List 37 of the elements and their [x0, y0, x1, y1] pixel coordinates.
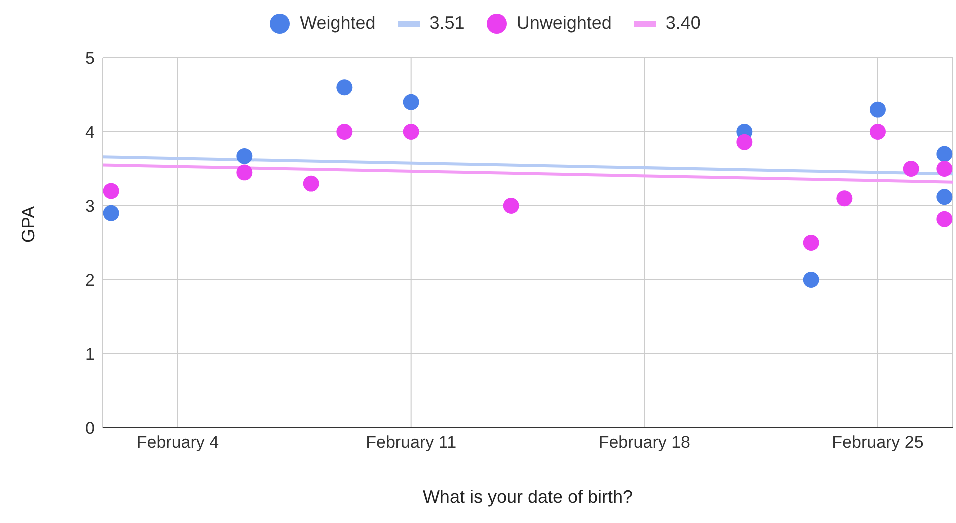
legend-label: 3.40 [666, 13, 701, 34]
point [336, 80, 353, 96]
point [803, 272, 820, 288]
point [336, 124, 353, 140]
legend-label: Weighted [300, 13, 376, 34]
legend-label: Unweighted [516, 13, 612, 34]
x-tick-label: February 4 [136, 433, 220, 452]
y-axis-title: GPA [18, 206, 38, 243]
point [936, 189, 953, 206]
point [836, 190, 853, 207]
point [303, 176, 320, 192]
point [736, 134, 753, 150]
point [803, 235, 820, 251]
legend-label: 3.51 [430, 13, 465, 34]
point [936, 161, 953, 177]
x-tick-label: February 25 [832, 433, 924, 452]
point [403, 124, 420, 140]
y-tick-label: 2 [86, 271, 95, 290]
x-axis-title: What is your date of birth? [422, 487, 634, 507]
y-tick-label: 5 [86, 49, 95, 68]
point [236, 148, 253, 164]
point [236, 164, 253, 181]
x-tick-label: February 18 [598, 433, 691, 452]
y-tick-label: 1 [86, 345, 95, 364]
point [870, 124, 886, 140]
point [903, 161, 920, 177]
y-tick-label: 0 [86, 419, 95, 438]
point [870, 102, 886, 118]
point [103, 205, 120, 222]
point [503, 198, 520, 214]
point [936, 146, 953, 162]
x-tick-label: February 11 [366, 433, 457, 452]
point [936, 211, 953, 228]
y-tick-label: 4 [86, 123, 95, 142]
point [103, 183, 120, 200]
point [403, 94, 420, 110]
y-tick-label: 3 [86, 197, 95, 216]
